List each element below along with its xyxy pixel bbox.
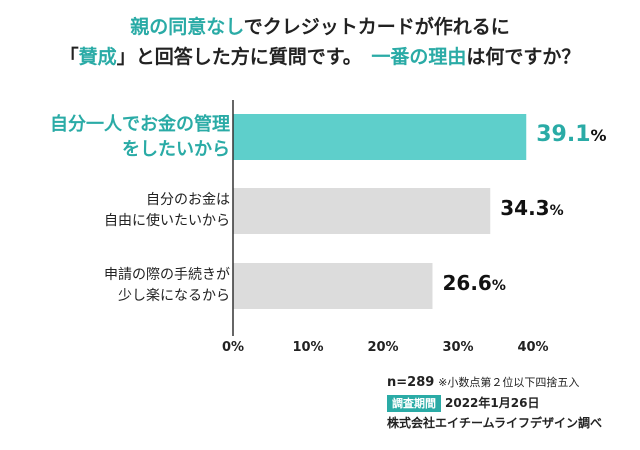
x-tick-label-0: 0% xyxy=(221,340,245,355)
category-label-1: 自分一人でお金の管理 をしたいから xyxy=(50,114,230,160)
x-tick-label-3: 30% xyxy=(442,340,474,355)
value-label-3: 26.6% xyxy=(442,271,506,295)
title-line-2: 「賛成」と回答した方に質問です。 一番の理由は何ですか？ xyxy=(59,46,581,68)
x-tick-label-1: 10% xyxy=(292,340,324,355)
x-tick-label-4: 40% xyxy=(517,340,549,355)
category-label-2: 自分のお金は 自由に使いたいから xyxy=(104,192,230,229)
value-label-2: 34.3% xyxy=(500,196,564,220)
chart-footer: n=289 ※小数点第２位以下四捨五入 調査期間 2022年1月26日 株式会社エ… xyxy=(387,372,602,433)
source-credit: 株式会社エイチームライフデザイン調べ xyxy=(387,416,603,430)
bar-3 xyxy=(233,263,433,309)
category-label-3: 申請の際の手続きが 少し楽になるから xyxy=(104,267,230,304)
value-label-1: 39.1% xyxy=(536,122,607,147)
bar-1 xyxy=(233,114,527,160)
chart-title: 親の同意なしでクレジットカードが作れるに 「賛成」と回答した方に質問です。 一番… xyxy=(0,12,640,72)
survey-period: 2022年1月26日 xyxy=(445,396,540,410)
sample-size: n=289 xyxy=(387,375,435,390)
x-tick-label-2: 20% xyxy=(367,340,399,355)
period-badge: 調査期間 xyxy=(387,395,441,412)
bar-2 xyxy=(233,188,491,234)
title-line-1: 親の同意なしでクレジットカードが作れるに xyxy=(130,16,510,38)
rounding-note: ※小数点第２位以下四捨五入 xyxy=(438,376,580,389)
